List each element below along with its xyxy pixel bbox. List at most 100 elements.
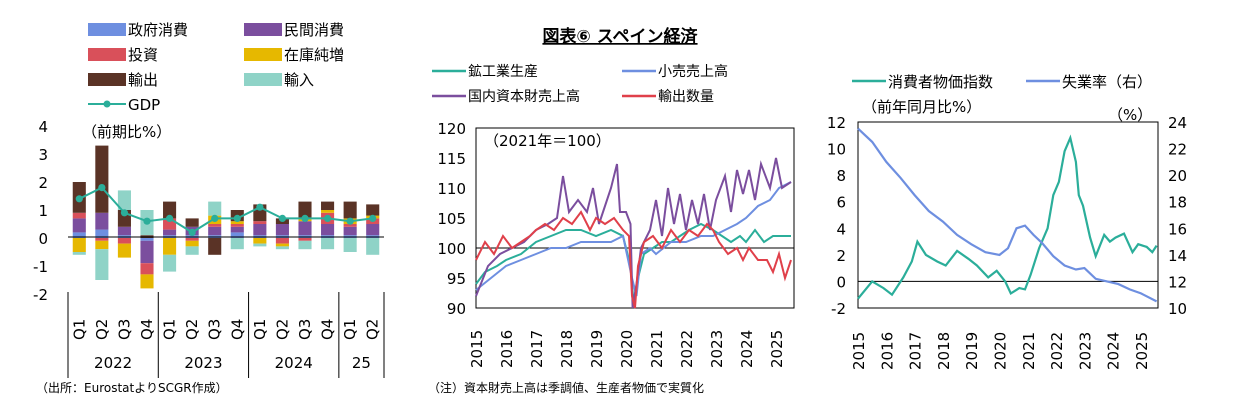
chart1-bar-segment	[230, 238, 244, 250]
chart1-bar-segment	[230, 226, 244, 233]
chart1-gdp-polyline	[78, 186, 373, 234]
chart3-left-y-tick-label: 12	[827, 114, 846, 132]
chart1-gdp-point	[165, 214, 174, 222]
chart1-bar-segment	[253, 224, 267, 236]
chart2-x-tick-label: 2018	[558, 330, 576, 368]
chart1-y-tick-label: 2	[38, 174, 48, 192]
chart1-x-tick-label: Q3	[296, 319, 314, 340]
chart3-right-y-tick-label: 18	[1168, 194, 1187, 212]
chart1-bar-segment	[95, 238, 109, 241]
chart1-x-tick-label: Q4	[319, 319, 337, 340]
legend-label-capital: 国内資本財売上高	[468, 88, 580, 105]
chart1-bar-segment	[95, 212, 109, 230]
legend-label-gov: 政府消費	[128, 21, 188, 39]
legend-label-exportvol: 輸出数量	[658, 89, 714, 105]
chart1-bar-segment	[253, 238, 267, 244]
chart1-bar-segment	[253, 221, 267, 224]
chart2-x-tick-label: 2023	[708, 330, 726, 368]
chart2-x-tick-label: 2019	[588, 330, 606, 368]
chart3-x-axis: 2015 2016 2017 2018 2019 2020 2021 2022 2023 2024…	[850, 332, 1151, 370]
chart1-bars	[72, 145, 380, 289]
chart3-legend: 消費者物価指数 失業率（右）	[852, 73, 1152, 91]
chart1-bar-segment	[298, 240, 312, 250]
chart3-right-y-tick-label: 20	[1168, 167, 1187, 185]
chart1-year-label: 2024	[275, 354, 313, 372]
chart1-bar-segment	[95, 240, 109, 250]
chart2-y-tick-label: 115	[437, 150, 466, 168]
chart1-year-label: 25	[352, 354, 371, 372]
chart1-gdp-point	[120, 209, 129, 217]
chart1-gdp-point	[188, 228, 196, 236]
chart1-x-tick-label: Q3	[206, 319, 224, 340]
legend-marker-gdp	[103, 100, 111, 108]
chart3-left-y-tick-label: 8	[836, 167, 846, 185]
chart1-bar-segment	[140, 263, 154, 275]
chart1-bar-segment	[117, 226, 131, 236]
chart1-bar-segment	[230, 224, 244, 227]
chart1-x-tick-label: Q2	[364, 319, 382, 340]
legend-label-gdp: GDP	[128, 96, 160, 114]
chart2-legend: 鉱工業生産 小売売上高 国内資本財売上高 輸出数量	[432, 63, 728, 105]
chart3-x-tick-label: 2022	[1048, 332, 1066, 370]
chart1-legend: 政府消費 民間消費 投資 在庫純増 輸出 輸入 GDP	[88, 21, 344, 114]
chart1-bar-segment	[72, 252, 86, 255]
chart2-plot: （2021年＝100） 120 115 110 105 100 95 90 2015 2016…	[437, 120, 795, 368]
chart1-bar-segment	[95, 229, 109, 238]
legend-label-priv: 民間消費	[284, 21, 344, 39]
chart1-bar-segment	[185, 240, 199, 247]
chart1-bar-segment	[275, 224, 289, 236]
chart2-y-tick-label: 110	[437, 180, 466, 198]
chart3-left-y-tick-label: 2	[836, 247, 846, 265]
chart3-x-tick-label: 2021	[1020, 332, 1038, 370]
chart3-left-y-tick-label: 6	[836, 194, 846, 212]
chart1-bar-segment	[275, 238, 289, 244]
chart1-bar-segment	[208, 224, 222, 227]
chart1-bar-segment	[321, 210, 335, 213]
chart1-year-label: 2023	[184, 354, 222, 372]
chart1-x-tick-label: Q3	[115, 319, 133, 340]
chart1-bar-segment	[230, 221, 244, 224]
chart1-bar-segment	[208, 238, 222, 255]
chart2-y-tick-label: 100	[437, 240, 466, 258]
chart1-bar-segment	[343, 201, 357, 219]
chart1-gdp-point	[211, 214, 219, 222]
chart1-bar-segment	[298, 221, 312, 236]
chart1-bar-segment	[140, 274, 154, 289]
chart1-y-tick-label: 0	[38, 230, 48, 248]
legend-swatch-inv	[88, 48, 126, 61]
chart1-gdp-point	[323, 214, 332, 222]
chart1-bar-segment	[163, 201, 177, 219]
chart3-x-tick-label: 2015	[850, 332, 868, 370]
legend-label-retail: 小売売上高	[658, 63, 728, 80]
chart2-y-tick-label: 120	[437, 120, 466, 138]
chart1-bar-segment	[163, 254, 177, 272]
chart1-bar-segment	[163, 238, 177, 255]
chart1-y-tick-label: 4	[38, 118, 48, 136]
chart1-bar-segment	[117, 190, 131, 210]
chart3-x-tick-label: 2024	[1105, 332, 1123, 370]
chart1-bar-segment	[72, 232, 86, 238]
chart1-gdp-point	[256, 203, 264, 211]
chart1-x-tick-label: Q1	[161, 319, 179, 340]
chart3-unit-note-left: （前年同月比%）	[862, 98, 981, 116]
chart3-left-y-tick-label: 4	[836, 220, 846, 238]
chart1-x-tick-label: Q4	[138, 319, 156, 340]
chart1-bar-segment	[230, 232, 244, 238]
chart3-series-line	[857, 127, 1158, 303]
chart2-x-tick-label: 2015	[468, 330, 486, 368]
chart1-x-tick-label: Q1	[251, 319, 269, 340]
chart1-bar-segment	[72, 212, 86, 219]
chart3-series-line	[857, 134, 1158, 300]
chart1-bar-segment	[253, 243, 267, 247]
chart1-bar-segment	[343, 238, 357, 252]
chart1-year-label: 2022	[94, 354, 132, 372]
chart3-x-tick-label: 2019	[963, 332, 981, 370]
chart1-bar-segment	[163, 218, 177, 230]
chart1-bar-segment	[208, 201, 222, 216]
figure-title: 図表⑥ スペイン経済	[542, 26, 698, 47]
chart1-x-tick-label: Q2	[273, 319, 291, 340]
legend-label-unemp: 失業率（右）	[1062, 73, 1152, 91]
